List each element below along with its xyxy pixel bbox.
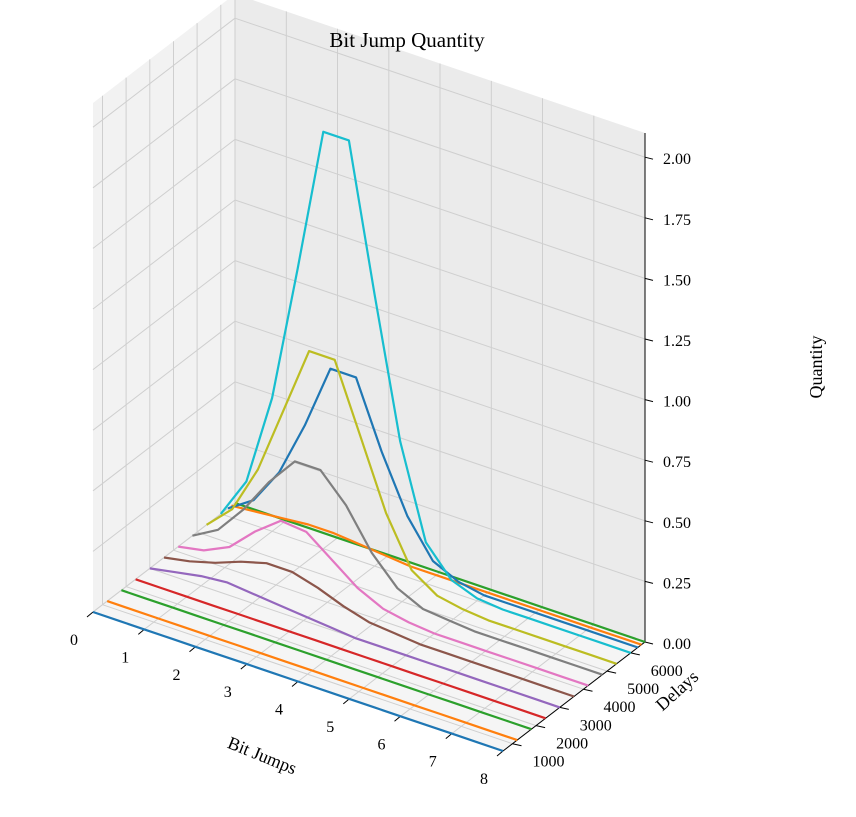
y-tick-label: 2000 <box>556 736 588 753</box>
x-tick-mark <box>496 750 504 757</box>
y-tick-mark <box>606 670 617 674</box>
z-tick-mark <box>644 277 654 281</box>
x-tick-label: 7 <box>429 754 437 771</box>
x-axis-label: Bit Jumps <box>225 733 300 779</box>
x-tick-mark <box>394 715 401 722</box>
z-tick-mark <box>644 580 654 584</box>
data-series <box>92 130 646 753</box>
z-tick-mark <box>644 459 654 463</box>
z-tick-mark <box>644 156 654 160</box>
x-tick-label: 2 <box>173 667 181 684</box>
floor-grid-x <box>143 520 287 630</box>
x-tick-mark <box>137 629 145 635</box>
floor-grid-x <box>195 537 338 648</box>
series-line-12 <box>234 501 646 644</box>
y-tick-mark <box>535 725 546 729</box>
z-axis-label: Quantity <box>806 336 826 399</box>
z-tick-label: 1.50 <box>663 272 691 289</box>
z-tick-mark <box>644 338 654 342</box>
z-tick-mark <box>644 520 654 524</box>
floor-grid-y <box>125 586 537 727</box>
floor-grid-y <box>173 549 584 690</box>
axis-panes <box>93 0 645 751</box>
y-tick-label: 5000 <box>627 681 659 698</box>
series-line-3 <box>135 578 546 720</box>
floor-grid-y <box>196 531 608 672</box>
z-tick-label: 1.00 <box>663 394 691 411</box>
x-tick-label: 4 <box>275 702 283 719</box>
x-tick-mark <box>189 646 196 653</box>
back-grid-z <box>234 17 646 158</box>
y-tick-mark <box>583 688 593 692</box>
series-line-5 <box>163 556 575 698</box>
y-tick-label: 3000 <box>580 717 612 734</box>
y-tick-mark <box>512 743 522 747</box>
series-line-9 <box>219 130 632 654</box>
floor-grid-x <box>246 554 390 665</box>
series-line-2 <box>121 589 532 731</box>
z-tick-label: 0.75 <box>663 454 691 471</box>
x-tick-label: 3 <box>224 684 232 701</box>
x-tick-mark <box>342 698 350 705</box>
series-line-0 <box>92 610 504 753</box>
series-line-7 <box>192 460 603 676</box>
series-line-10 <box>227 367 639 649</box>
x-tick-label: 6 <box>378 736 386 753</box>
back-grid-z <box>234 138 646 279</box>
x-tick-label: 5 <box>326 719 334 736</box>
z-tick-label: 1.75 <box>663 212 691 229</box>
series-line-11 <box>231 504 642 646</box>
y-tick-label: 1000 <box>533 754 565 771</box>
x-tick-mark <box>445 733 453 739</box>
back-grid-z <box>234 381 646 522</box>
x-tick-label: 1 <box>121 649 129 666</box>
left-grid-z <box>92 78 236 189</box>
left-grid-z <box>92 320 236 431</box>
z-tick-label: 2.00 <box>663 151 691 168</box>
back-grid-z <box>234 199 646 340</box>
x-tick-label: 0 <box>70 632 78 649</box>
z-tick-mark <box>644 399 654 403</box>
z-tick-label: 1.25 <box>663 333 691 350</box>
z-tick-label: 0.50 <box>663 515 691 532</box>
back-grid-z <box>234 441 646 582</box>
back-grid-z <box>234 78 646 219</box>
x-tick-mark <box>291 681 299 687</box>
x-tick-mark <box>240 663 248 670</box>
x-tick-label: 8 <box>480 771 488 788</box>
z-tick-mark <box>644 217 654 221</box>
z-tick-mark <box>644 641 654 645</box>
y-tick-mark <box>630 652 640 656</box>
series-line-6 <box>178 519 589 687</box>
left-grid-z <box>92 442 236 552</box>
x-tick-mark <box>86 611 94 618</box>
series-line-4 <box>149 567 561 709</box>
left-grid-z <box>92 17 236 128</box>
chart-title: Bit Jump Quantity <box>329 28 485 52</box>
left-grid-z <box>92 381 236 492</box>
back-grid-z <box>234 320 646 461</box>
z-tick-label: 0.00 <box>663 636 691 653</box>
left-grid-z <box>92 139 236 249</box>
y-tick-mark <box>559 706 569 710</box>
left-grid-z <box>92 199 236 310</box>
series-line-8 <box>206 350 617 665</box>
y-tick-label: 6000 <box>651 663 683 680</box>
left-grid-z <box>92 260 236 370</box>
floor-grid-x <box>297 572 441 682</box>
y-tick-label: 4000 <box>604 699 636 716</box>
floor-grid-y <box>102 604 513 745</box>
z-tick-label: 0.25 <box>663 575 691 592</box>
series-line-1 <box>106 600 518 742</box>
left-pane <box>93 0 235 612</box>
back-grid-z <box>234 260 646 401</box>
